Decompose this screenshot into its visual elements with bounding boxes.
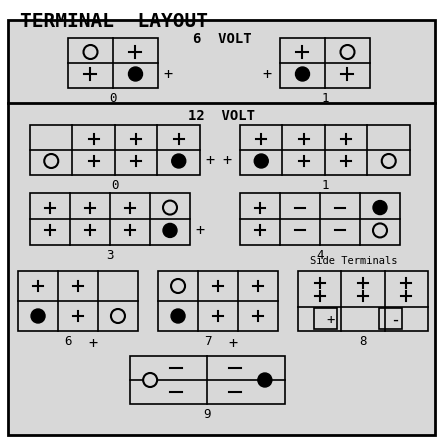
- Bar: [379, 308, 402, 329]
- Circle shape: [171, 279, 185, 293]
- Text: 1: 1: [321, 179, 329, 192]
- Circle shape: [163, 201, 177, 214]
- Text: 9: 9: [204, 408, 211, 421]
- Text: TERMINAL  LAYOUT: TERMINAL LAYOUT: [20, 12, 208, 31]
- Bar: [298, 271, 428, 331]
- Circle shape: [373, 223, 387, 237]
- Text: +: +: [223, 154, 232, 168]
- Text: +: +: [205, 154, 214, 168]
- Text: 0: 0: [109, 92, 117, 105]
- Text: +: +: [163, 66, 172, 82]
- Bar: [130, 356, 285, 404]
- Circle shape: [373, 201, 387, 214]
- Text: 12  VOLT: 12 VOLT: [189, 109, 256, 123]
- Text: -: -: [390, 311, 400, 329]
- Bar: [240, 125, 410, 175]
- Circle shape: [111, 309, 125, 323]
- Text: 7: 7: [204, 335, 212, 348]
- Circle shape: [31, 309, 45, 323]
- Bar: [30, 193, 190, 245]
- Text: +: +: [229, 336, 237, 351]
- Text: +: +: [326, 313, 335, 327]
- Text: 0: 0: [111, 179, 119, 192]
- Circle shape: [143, 373, 157, 387]
- Text: 1: 1: [321, 92, 329, 105]
- Circle shape: [341, 45, 354, 59]
- Circle shape: [171, 309, 185, 323]
- Circle shape: [128, 67, 143, 81]
- Text: 6: 6: [64, 335, 72, 348]
- Circle shape: [382, 154, 396, 168]
- Circle shape: [254, 154, 268, 168]
- Circle shape: [172, 154, 186, 168]
- Bar: [68, 38, 158, 88]
- Circle shape: [44, 154, 58, 168]
- Bar: [18, 271, 138, 331]
- Circle shape: [163, 223, 177, 237]
- Text: Side Terminals: Side Terminals: [311, 256, 398, 266]
- Text: 3: 3: [106, 249, 114, 262]
- Bar: [240, 193, 400, 245]
- Circle shape: [295, 67, 310, 81]
- Circle shape: [258, 373, 272, 387]
- Bar: [30, 125, 200, 175]
- Text: +: +: [89, 336, 97, 351]
- Text: 8: 8: [359, 335, 367, 348]
- Text: 6  VOLT: 6 VOLT: [193, 32, 251, 46]
- Text: +: +: [195, 223, 204, 238]
- Bar: [158, 271, 278, 331]
- Circle shape: [83, 45, 97, 59]
- Bar: [280, 38, 370, 88]
- Bar: [314, 308, 337, 329]
- Text: 4: 4: [316, 249, 324, 262]
- Text: +: +: [263, 66, 272, 82]
